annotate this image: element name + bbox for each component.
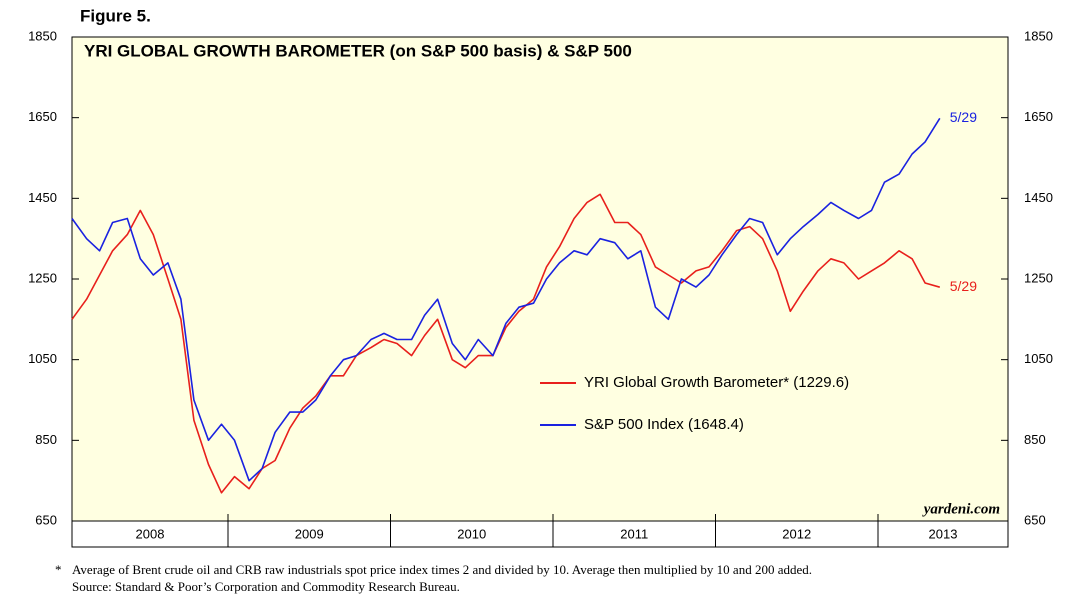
y-tick-label: 1250 — [28, 270, 57, 285]
y-tick-label: 650 — [35, 512, 57, 527]
y-tick-label: 1650 — [28, 109, 57, 124]
series-line — [71, 193, 941, 494]
source: Source: Standard & Poor’s Corporation an… — [72, 579, 460, 594]
y2-tick-label: 650 — [1024, 512, 1046, 527]
y2-tick-label: 850 — [1024, 432, 1046, 447]
y2-tick-label: 1250 — [1024, 270, 1053, 285]
y-tick-label: 1050 — [28, 351, 57, 366]
footnote-marker: * — [55, 562, 62, 577]
watermark: yardeni.com — [922, 501, 1000, 517]
series-line — [71, 117, 941, 482]
x-tick-label: 2011 — [620, 526, 648, 541]
figure-label: Figure 5. — [80, 6, 151, 25]
y2-tick-label: 1850 — [1024, 28, 1053, 43]
plot-area — [71, 36, 1009, 522]
end-label: 5/29 — [950, 278, 977, 294]
x-axis-band — [71, 520, 1009, 548]
y-tick-label: 1450 — [28, 190, 57, 205]
x-tick-label: 2008 — [136, 526, 165, 541]
y-tick-label: 850 — [35, 432, 57, 447]
chart-title: YRI GLOBAL GROWTH BAROMETER (on S&P 500 … — [84, 41, 632, 60]
end-label: 5/29 — [950, 109, 977, 125]
x-tick-label: 2009 — [295, 526, 324, 541]
y2-tick-label: 1050 — [1024, 351, 1053, 366]
x-tick-label: 2012 — [782, 526, 811, 541]
y2-tick-label: 1650 — [1024, 109, 1053, 124]
y-tick-label: 1850 — [28, 28, 57, 43]
legend-label: YRI Global Growth Barometer* (1229.6) — [584, 374, 849, 391]
y2-tick-label: 1450 — [1024, 190, 1053, 205]
x-tick-label: 2010 — [457, 526, 486, 541]
footnote: Average of Brent crude oil and CRB raw i… — [72, 562, 812, 577]
x-tick-label: 2013 — [929, 526, 958, 541]
legend-label: S&P 500 Index (1648.4) — [584, 416, 744, 433]
